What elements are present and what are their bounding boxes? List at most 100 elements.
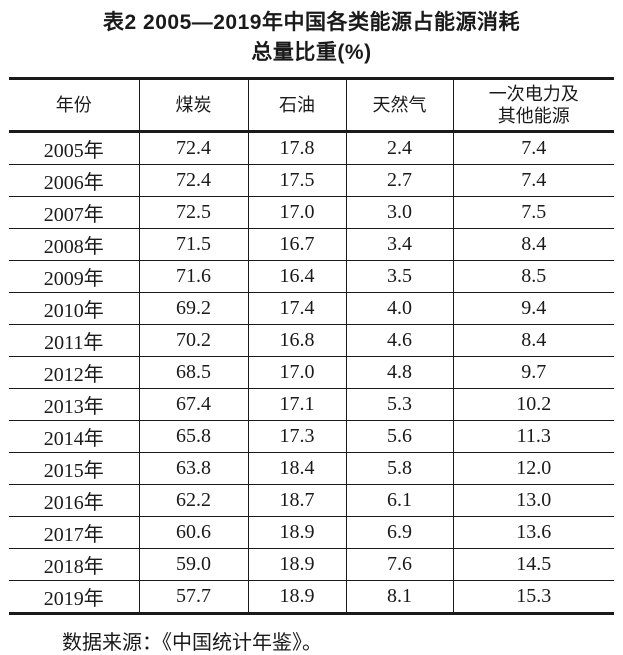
coal-cell: 70.2	[139, 324, 249, 357]
gas-cell: 4.0	[346, 292, 454, 325]
electricity-cell: 12.0	[453, 452, 614, 485]
electricity-cell: 9.4	[453, 292, 614, 325]
coal-cell: 59.0	[139, 548, 249, 581]
gas-cell: 3.5	[346, 260, 454, 293]
coal-cell: 68.5	[139, 356, 249, 389]
electricity-cell: 14.5	[453, 548, 614, 581]
gas-cell: 2.4	[346, 131, 454, 165]
table-row: 2005年 72.4 17.8 2.4 7.4	[9, 131, 614, 165]
gas-cell: 7.6	[346, 548, 454, 581]
header-coal: 煤炭	[139, 78, 249, 133]
table-title-line1: 表2 2005—2019年中国各类能源占能源消耗	[103, 11, 520, 34]
oil-cell: 17.5	[248, 164, 347, 197]
table-row: 2014年 65.8 17.3 5.6 11.3	[9, 420, 614, 453]
year-cell: 2005年	[9, 131, 140, 165]
electricity-cell: 8.4	[453, 228, 614, 261]
table-row: 2019年 57.7 18.9 8.1 15.3	[9, 580, 614, 614]
gas-cell: 3.0	[346, 196, 454, 229]
table-body: 2005年 72.4 17.8 2.4 7.4 2006年 72.4 17.5 2.7 7.4 20…	[9, 131, 614, 614]
table-title-line2: 总量比重(%)	[251, 41, 372, 64]
gas-cell: 5.3	[346, 388, 454, 421]
coal-cell: 72.4	[139, 164, 249, 197]
oil-cell: 18.7	[248, 484, 347, 517]
energy-share-table: 年份 煤炭 石油 天然气 一次电力及 其他能源 2005年 72.4 17.8 2.4…	[9, 77, 614, 615]
coal-cell: 57.7	[139, 580, 249, 614]
year-cell: 2015年	[9, 452, 140, 485]
year-cell: 2019年	[9, 580, 140, 614]
oil-cell: 16.8	[248, 324, 347, 357]
oil-cell: 16.4	[248, 260, 347, 293]
year-cell: 2007年	[9, 196, 140, 229]
electricity-cell: 9.7	[453, 356, 614, 389]
table-row: 2010年 69.2 17.4 4.0 9.4	[9, 292, 614, 325]
year-cell: 2017年	[9, 516, 140, 549]
oil-cell: 17.0	[248, 356, 347, 389]
table-row: 2009年 71.6 16.4 3.5 8.5	[9, 260, 614, 293]
coal-cell: 62.2	[139, 484, 249, 517]
gas-cell: 3.4	[346, 228, 454, 261]
coal-cell: 71.6	[139, 260, 249, 293]
electricity-cell: 13.6	[453, 516, 614, 549]
coal-cell: 63.8	[139, 452, 249, 485]
coal-cell: 72.4	[139, 131, 249, 165]
electricity-cell: 7.5	[453, 196, 614, 229]
oil-cell: 17.0	[248, 196, 347, 229]
oil-cell: 18.9	[248, 516, 347, 549]
year-cell: 2009年	[9, 260, 140, 293]
gas-cell: 6.9	[346, 516, 454, 549]
coal-cell: 65.8	[139, 420, 249, 453]
coal-cell: 72.5	[139, 196, 249, 229]
table-header-row: 年份 煤炭 石油 天然气 一次电力及 其他能源	[9, 78, 614, 133]
header-year: 年份	[9, 78, 140, 133]
table-title: 表2 2005—2019年中国各类能源占能源消耗 总量比重(%)	[0, 0, 623, 68]
year-cell: 2010年	[9, 292, 140, 325]
header-gas: 天然气	[346, 78, 454, 133]
electricity-cell: 8.4	[453, 324, 614, 357]
gas-cell: 4.8	[346, 356, 454, 389]
table-row: 2017年 60.6 18.9 6.9 13.6	[9, 516, 614, 549]
table-row: 2015年 63.8 18.4 5.8 12.0	[9, 452, 614, 485]
gas-cell: 2.7	[346, 164, 454, 197]
coal-cell: 71.5	[139, 228, 249, 261]
year-cell: 2011年	[9, 324, 140, 357]
gas-cell: 5.6	[346, 420, 454, 453]
coal-cell: 67.4	[139, 388, 249, 421]
oil-cell: 17.4	[248, 292, 347, 325]
coal-cell: 60.6	[139, 516, 249, 549]
year-cell: 2008年	[9, 228, 140, 261]
electricity-cell: 7.4	[521, 137, 547, 159]
oil-cell: 17.3	[248, 420, 347, 453]
oil-cell: 18.4	[248, 452, 347, 485]
gas-cell: 8.1	[346, 580, 454, 614]
coal-cell: 69.2	[139, 292, 249, 325]
gas-cell: 5.8	[346, 452, 454, 485]
year-cell: 2006年	[9, 164, 140, 197]
year-cell: 2016年	[9, 484, 140, 517]
table-row: 2007年 72.5 17.0 3.0 7.5	[9, 196, 614, 229]
header-oil: 石油	[248, 78, 347, 133]
header-primary-electricity: 一次电力及 其他能源	[453, 78, 614, 133]
electricity-cell: 10.2	[453, 388, 614, 421]
electricity-cell: 7.4	[453, 164, 614, 197]
oil-cell: 18.9	[248, 548, 347, 581]
electricity-cell: 8.5	[453, 260, 614, 293]
year-cell: 2014年	[9, 420, 140, 453]
electricity-cell: 13.0	[453, 484, 614, 517]
oil-cell: 16.7	[248, 228, 347, 261]
table-row: 2012年 68.5 17.0 4.8 9.7	[9, 356, 614, 389]
table-row: 2008年 71.5 16.7 3.4 8.4	[9, 228, 614, 261]
table-row: 2006年 72.4 17.5 2.7 7.4	[9, 164, 614, 197]
electricity-cell: 11.3	[453, 420, 614, 453]
year-cell: 2012年	[9, 356, 140, 389]
table-row: 2018年 59.0 18.9 7.6 14.5	[9, 548, 614, 581]
oil-cell: 17.8	[248, 131, 347, 165]
oil-cell: 17.1	[248, 388, 347, 421]
table-row: 2013年 67.4 17.1 5.3 10.2	[9, 388, 614, 421]
year-cell: 2018年	[9, 548, 140, 581]
data-source-note: 数据来源：《中国统计年鉴》。	[62, 632, 322, 654]
gas-cell: 6.1	[346, 484, 454, 517]
table-row: 2016年 62.2 18.7 6.1 13.0	[9, 484, 614, 517]
gas-cell: 4.6	[346, 324, 454, 357]
oil-cell: 18.9	[248, 580, 347, 614]
